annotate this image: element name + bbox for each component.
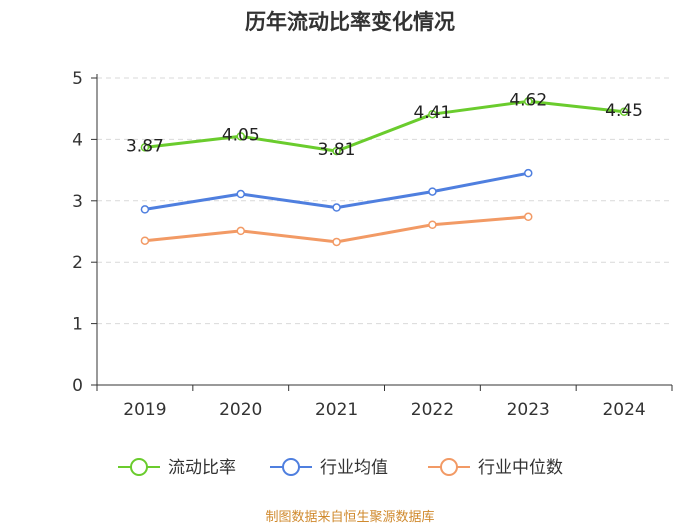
legend-marker	[130, 458, 148, 476]
data-labels: 3.87 4.05 3.81 4.41 4.62 4.45	[126, 90, 643, 160]
data-point	[140, 143, 150, 152]
data-point	[332, 146, 341, 156]
data-label: 4.45	[605, 101, 643, 121]
data-label: 3.87	[126, 136, 164, 156]
y-tick-label: 4	[72, 130, 83, 150]
data-point	[524, 168, 533, 178]
data-point	[332, 237, 341, 247]
x-tick-label: 2019	[123, 400, 166, 420]
legend-item: 行业中位数	[428, 458, 563, 478]
data-label: 4.62	[509, 90, 547, 110]
data-point	[428, 187, 437, 196]
legend-label: 流动比率	[168, 458, 236, 478]
y-tick-label: 3	[72, 192, 83, 212]
data-point	[140, 205, 150, 214]
legend-item: 流动比率	[118, 458, 236, 478]
data-label: 4.05	[222, 125, 260, 145]
axes: 0 1 2 3 4 5 2019 2020 2021 2022 2023 2024	[72, 69, 673, 420]
data-point	[236, 189, 245, 199]
x-tick-label: 2023	[507, 400, 550, 420]
series-line	[144, 99, 625, 153]
data-point	[428, 220, 437, 229]
data-point	[332, 203, 341, 212]
x-tick-label: 2024	[602, 400, 645, 420]
legend-item: 行业均值	[270, 458, 388, 478]
series-lines	[140, 97, 629, 247]
data-point	[524, 212, 533, 222]
x-tick-label: 2022	[411, 400, 454, 420]
data-point	[524, 97, 533, 106]
data-point	[236, 132, 245, 141]
x-tick-label: 2020	[219, 400, 262, 420]
y-tick-label: 5	[72, 69, 83, 89]
legend: 流动比率 行业均值 行业中位数	[118, 458, 563, 478]
y-tick-label: 0	[72, 376, 83, 396]
y-tick-label: 1	[72, 315, 83, 335]
data-label: 4.41	[413, 103, 451, 123]
data-point	[619, 107, 629, 117]
data-label: 3.81	[318, 140, 356, 160]
data-point	[140, 236, 150, 245]
legend-marker	[282, 458, 300, 476]
y-tick-label: 2	[72, 253, 83, 273]
legend-label: 行业均值	[320, 458, 388, 478]
x-tick-label: 2021	[315, 400, 358, 420]
legend-label: 行业中位数	[478, 458, 563, 478]
grid-lines	[97, 77, 672, 325]
data-point	[428, 109, 437, 119]
data-point	[236, 226, 245, 236]
chart-title: 历年流动比率变化情况	[245, 10, 455, 34]
legend-marker	[440, 458, 458, 476]
source-note: 制图数据来自恒生聚源数据库	[265, 510, 435, 525]
